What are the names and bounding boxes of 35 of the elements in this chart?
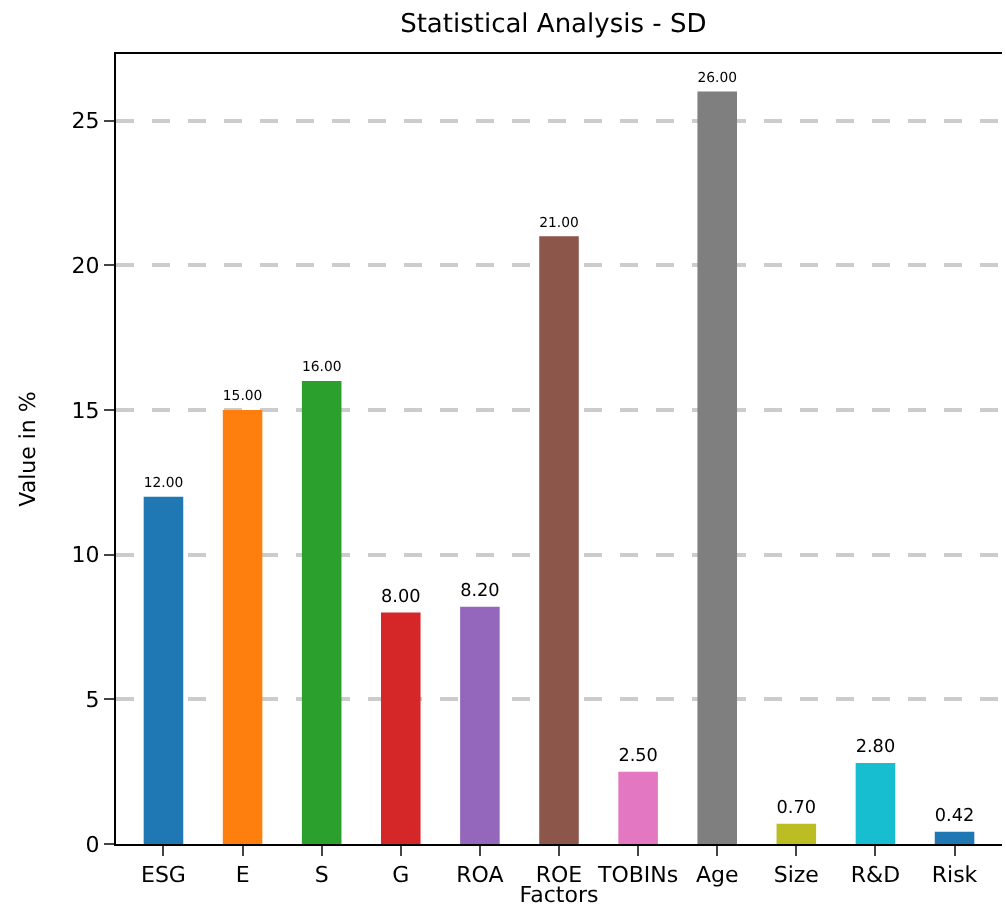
bar [539, 236, 579, 844]
x-tick-label: Size [773, 862, 820, 889]
bar [301, 381, 342, 844]
data-label: 2.50 [618, 746, 659, 767]
y-tick-label: 15 [71, 397, 100, 424]
x-tick-label: ROA [456, 862, 505, 889]
data-label: 2.80 [855, 738, 896, 759]
bar [855, 762, 896, 844]
chart-title: Statistical Analysis - SD [400, 9, 707, 40]
bar [143, 496, 184, 844]
x-tick-label: ESG [140, 862, 186, 889]
x-tick-label: S [314, 862, 329, 889]
bar [222, 409, 263, 844]
bar [381, 612, 421, 844]
bar [460, 606, 500, 844]
data-label: 8.00 [381, 587, 422, 608]
data-label: 8.20 [460, 581, 501, 602]
bar [776, 823, 817, 844]
data-label: 0.70 [776, 798, 817, 819]
bar [934, 831, 975, 844]
y-tick-label: 5 [85, 687, 100, 714]
y-axis-title: Value in % [14, 391, 41, 507]
bar [618, 771, 658, 844]
y-tick-label: 10 [71, 542, 100, 569]
x-tick-label: TOBINs [595, 862, 679, 889]
y-tick-label: 25 [71, 108, 100, 135]
bar [697, 91, 737, 844]
x-tick-label: R&D [850, 862, 901, 889]
x-tick-label: E [235, 862, 250, 889]
y-tick-label: 0 [85, 831, 100, 858]
x-tick-label: Age [695, 862, 739, 889]
x-tick-label: G [392, 862, 410, 889]
y-tick-label: 20 [71, 252, 100, 279]
data-label: 0.42 [934, 807, 975, 827]
x-tick-label: Risk [931, 862, 979, 889]
